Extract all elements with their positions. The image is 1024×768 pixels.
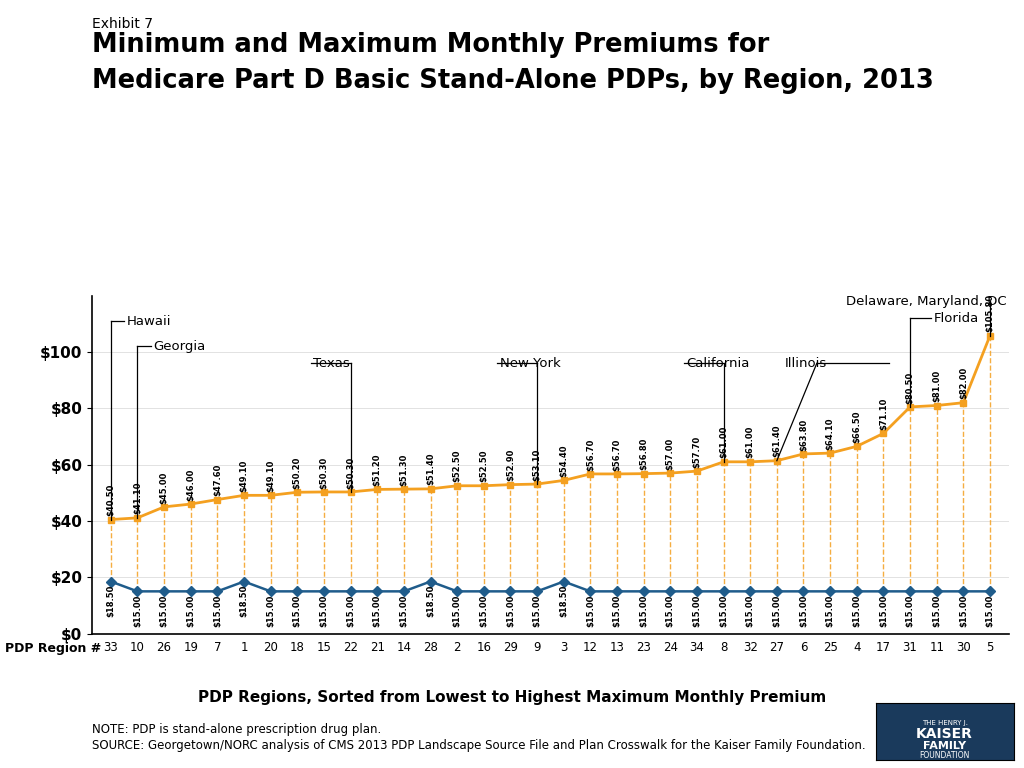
- Text: $15.00: $15.00: [399, 594, 409, 627]
- Text: $15.00: $15.00: [852, 594, 861, 627]
- Text: $61.40: $61.40: [772, 425, 781, 457]
- Text: $18.50: $18.50: [559, 584, 568, 617]
- Text: $46.00: $46.00: [186, 468, 196, 501]
- Text: $15.00: $15.00: [825, 594, 835, 627]
- Text: $15.00: $15.00: [186, 594, 196, 627]
- Text: $54.40: $54.40: [559, 445, 568, 477]
- Text: $50.20: $50.20: [293, 456, 302, 489]
- Text: $81.00: $81.00: [932, 370, 941, 402]
- Text: FOUNDATION: FOUNDATION: [920, 751, 970, 760]
- Text: $15.00: $15.00: [453, 594, 462, 627]
- Text: THE HENRY J.: THE HENRY J.: [922, 720, 968, 726]
- Text: $15.00: $15.00: [532, 594, 542, 627]
- Text: $71.10: $71.10: [879, 398, 888, 430]
- Text: $52.50: $52.50: [453, 450, 462, 482]
- Text: $53.10: $53.10: [532, 449, 542, 481]
- Text: $15.00: $15.00: [506, 594, 515, 627]
- Text: $15.00: $15.00: [160, 594, 169, 627]
- Text: $51.40: $51.40: [426, 453, 435, 485]
- Text: $82.00: $82.00: [958, 367, 968, 399]
- Text: $51.30: $51.30: [399, 453, 409, 486]
- Text: KAISER: KAISER: [916, 727, 973, 741]
- Text: SOURCE: Georgetown/NORC analysis of CMS 2013 PDP Landscape Source File and Plan : SOURCE: Georgetown/NORC analysis of CMS …: [92, 739, 865, 752]
- Text: Illinois: Illinois: [784, 357, 827, 369]
- Text: $15.00: $15.00: [293, 594, 302, 627]
- Text: $15.00: $15.00: [932, 594, 941, 627]
- Text: $47.60: $47.60: [213, 464, 222, 496]
- Text: $49.10: $49.10: [266, 459, 275, 492]
- Text: $15.00: $15.00: [772, 594, 781, 627]
- Text: $57.70: $57.70: [692, 435, 701, 468]
- Text: $15.00: $15.00: [692, 594, 701, 627]
- Text: Texas: Texas: [313, 357, 350, 369]
- Text: $56.70: $56.70: [612, 439, 622, 471]
- Text: $15.00: $15.00: [985, 594, 994, 627]
- Text: $18.50: $18.50: [426, 584, 435, 617]
- Text: $15.00: $15.00: [719, 594, 728, 627]
- Text: $105.80: $105.80: [985, 294, 994, 333]
- Text: Hawaii: Hawaii: [127, 315, 171, 327]
- Text: Minimum and Maximum Monthly Premiums for: Minimum and Maximum Monthly Premiums for: [92, 32, 769, 58]
- Text: $50.30: $50.30: [346, 456, 355, 488]
- Text: $15.00: $15.00: [319, 594, 329, 627]
- Text: $52.50: $52.50: [479, 450, 488, 482]
- Text: $80.50: $80.50: [905, 371, 914, 403]
- Text: Delaware, Maryland, DC: Delaware, Maryland, DC: [846, 295, 1007, 308]
- Text: $52.90: $52.90: [506, 449, 515, 482]
- Text: $40.50: $40.50: [106, 484, 116, 516]
- Text: PDP Regions, Sorted from Lowest to Highest Maximum Monthly Premium: PDP Regions, Sorted from Lowest to Highe…: [198, 690, 826, 705]
- Text: Florida: Florida: [934, 312, 979, 325]
- Text: $15.00: $15.00: [958, 594, 968, 627]
- Text: NOTE: PDP is stand-alone prescription drug plan.: NOTE: PDP is stand-alone prescription dr…: [92, 723, 381, 737]
- Text: $51.20: $51.20: [373, 454, 382, 486]
- Text: $15.00: $15.00: [346, 594, 355, 627]
- Text: $49.10: $49.10: [240, 459, 249, 492]
- Text: $15.00: $15.00: [373, 594, 382, 627]
- Text: FAMILY: FAMILY: [923, 741, 967, 751]
- Text: $15.00: $15.00: [612, 594, 622, 627]
- Text: $15.00: $15.00: [586, 594, 595, 627]
- Text: Georgia: Georgia: [154, 340, 206, 353]
- Text: $18.50: $18.50: [106, 584, 116, 617]
- Text: $61.00: $61.00: [745, 426, 755, 458]
- Text: $61.00: $61.00: [719, 426, 728, 458]
- Text: PDP Region #: PDP Region #: [5, 643, 101, 655]
- Text: Medicare Part D Basic Stand-Alone PDPs, by Region, 2013: Medicare Part D Basic Stand-Alone PDPs, …: [92, 68, 934, 94]
- Text: $66.50: $66.50: [852, 410, 861, 443]
- Text: $15.00: $15.00: [799, 594, 808, 627]
- Text: $56.70: $56.70: [586, 439, 595, 471]
- Text: New York: New York: [500, 357, 560, 369]
- Text: $57.00: $57.00: [666, 438, 675, 470]
- Text: Exhibit 7: Exhibit 7: [92, 17, 154, 31]
- Text: $56.80: $56.80: [639, 438, 648, 470]
- Text: $15.00: $15.00: [879, 594, 888, 627]
- Text: California: California: [686, 357, 750, 369]
- Text: $15.00: $15.00: [639, 594, 648, 627]
- Text: $15.00: $15.00: [745, 594, 755, 627]
- Text: $15.00: $15.00: [213, 594, 222, 627]
- Text: $41.10: $41.10: [133, 482, 142, 515]
- Text: $15.00: $15.00: [479, 594, 488, 627]
- Text: $63.80: $63.80: [799, 419, 808, 451]
- Text: $15.00: $15.00: [666, 594, 675, 627]
- Text: $15.00: $15.00: [266, 594, 275, 627]
- Text: $64.10: $64.10: [825, 417, 835, 450]
- Text: $50.30: $50.30: [319, 456, 329, 488]
- Text: $15.00: $15.00: [905, 594, 914, 627]
- Text: $45.00: $45.00: [160, 471, 169, 504]
- Text: $18.50: $18.50: [240, 584, 249, 617]
- Text: $15.00: $15.00: [133, 594, 142, 627]
